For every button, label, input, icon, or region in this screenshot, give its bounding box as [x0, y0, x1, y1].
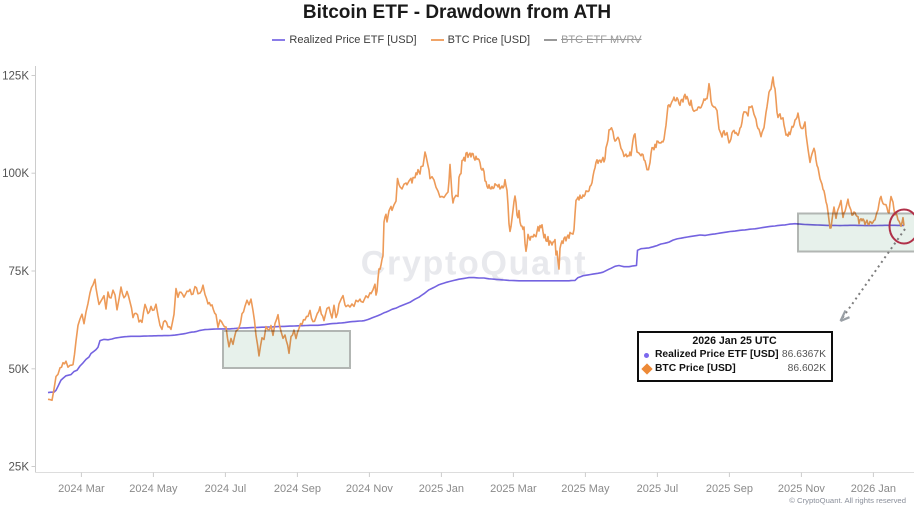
- svg-text:50K: 50K: [9, 364, 30, 376]
- svg-text:CryptoQuant: CryptoQuant: [361, 245, 587, 283]
- svg-text:2024 Mar: 2024 Mar: [58, 483, 105, 495]
- svg-text:75K: 75K: [9, 266, 30, 278]
- svg-text:2024 May: 2024 May: [129, 483, 178, 495]
- svg-text:2024 Sep: 2024 Sep: [274, 483, 321, 495]
- svg-text:2025 May: 2025 May: [561, 483, 610, 495]
- svg-text:2026 Jan: 2026 Jan: [851, 483, 896, 495]
- svg-text:2025 Sep: 2025 Sep: [706, 483, 753, 495]
- svg-text:100K: 100K: [2, 168, 29, 180]
- svg-text:2025 Jul: 2025 Jul: [637, 483, 679, 495]
- svg-text:2025 Nov: 2025 Nov: [778, 483, 826, 495]
- svg-text:2024 Nov: 2024 Nov: [346, 483, 394, 495]
- svg-text:2025 Jan: 2025 Jan: [419, 483, 464, 495]
- svg-text:2024 Jul: 2024 Jul: [205, 483, 247, 495]
- svg-text:125K: 125K: [2, 71, 29, 83]
- svg-text:25K: 25K: [9, 462, 30, 474]
- svg-text:2025 Mar: 2025 Mar: [490, 483, 537, 495]
